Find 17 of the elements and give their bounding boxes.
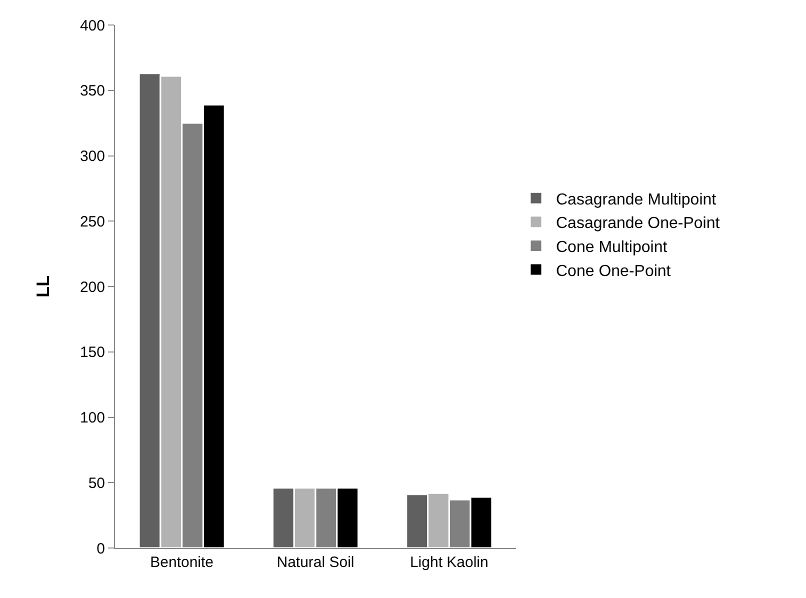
y-tick-label: 250 — [80, 213, 105, 230]
x-tick-label: Natural Soil — [276, 554, 354, 571]
y-tick-label: 50 — [88, 474, 105, 492]
legend-label: Casagrande Multipoint — [556, 191, 717, 208]
y-tick-label: 0 — [96, 540, 105, 558]
y-tick-label: 100 — [80, 410, 105, 426]
legend-label: Casagrande One-Point — [556, 215, 720, 232]
y-tick-label: 400 — [80, 17, 105, 34]
x-tick-label: Bentonite — [150, 554, 214, 571]
y-axis-title: LL — [33, 276, 54, 298]
legend-label: Cone Multipoint — [556, 238, 668, 256]
x-tick-label: Light Kaolin — [410, 554, 488, 571]
y-tick-label: 150 — [80, 344, 105, 362]
legend-label: Cone One-Point — [556, 262, 672, 280]
y-tick-label: 300 — [80, 148, 105, 165]
y-tick-label: 200 — [80, 278, 105, 296]
y-tick-label: 350 — [80, 82, 105, 100]
